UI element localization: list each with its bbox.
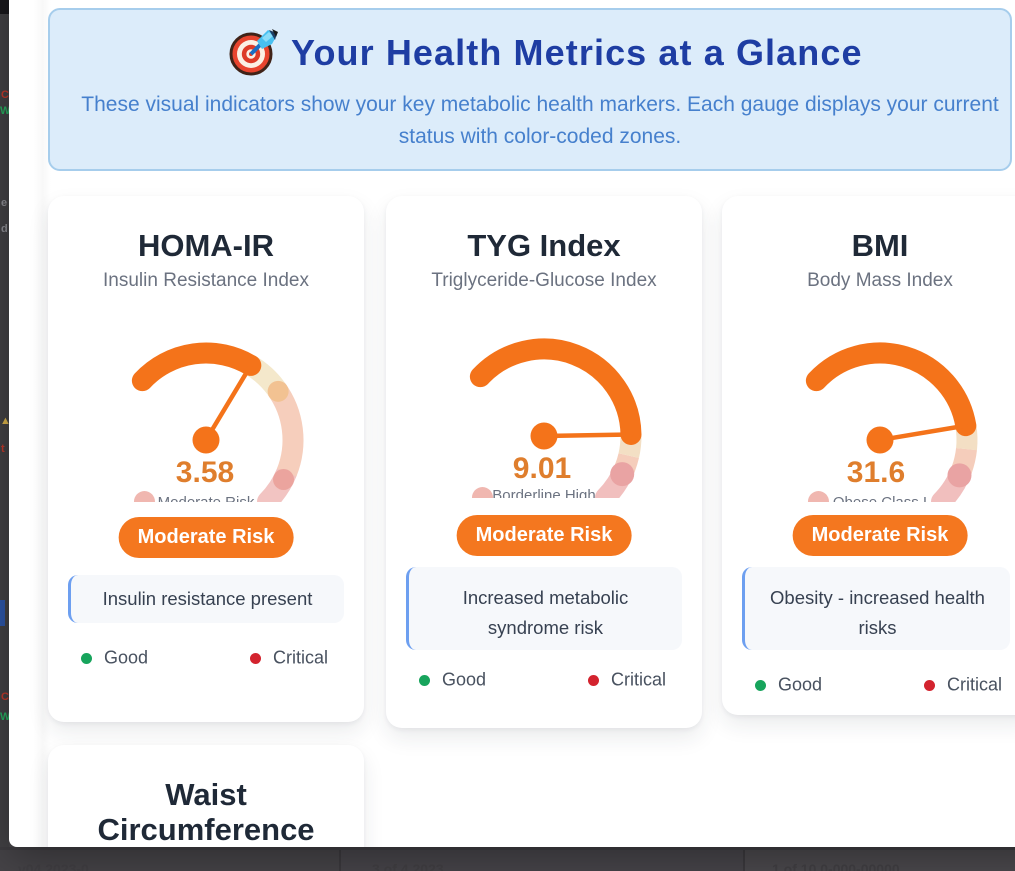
svg-text:31.6: 31.6 [847,456,905,489]
svg-text:9.01: 9.01 [513,452,571,485]
svg-text:Obese Class I: Obese Class I [833,494,927,502]
svg-text:Borderline High: Borderline High [492,487,595,498]
svg-text:3.58: 3.58 [176,456,234,489]
svg-text:Moderate Risk: Moderate Risk [158,494,255,502]
